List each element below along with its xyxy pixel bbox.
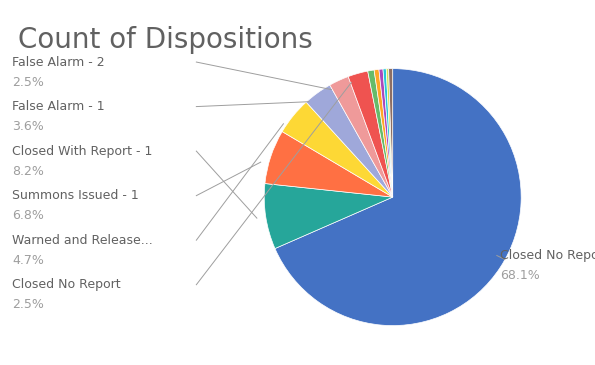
Wedge shape: [374, 69, 393, 197]
Wedge shape: [264, 184, 393, 249]
Text: 3.6%: 3.6%: [12, 120, 43, 133]
Wedge shape: [265, 131, 393, 197]
Wedge shape: [383, 69, 393, 197]
Text: 8.2%: 8.2%: [12, 165, 44, 178]
Text: False Alarm - 2: False Alarm - 2: [12, 55, 105, 69]
Text: False Alarm - 1: False Alarm - 1: [12, 100, 105, 113]
Wedge shape: [348, 71, 393, 197]
Wedge shape: [368, 70, 393, 197]
Wedge shape: [282, 102, 393, 197]
Text: Closed With Report - 1: Closed With Report - 1: [12, 145, 152, 158]
Wedge shape: [275, 69, 521, 326]
Text: 68.1%: 68.1%: [500, 269, 540, 282]
Text: Warned and Release...: Warned and Release...: [12, 234, 153, 247]
Text: Count of Dispositions: Count of Dispositions: [18, 26, 312, 54]
Wedge shape: [330, 77, 393, 197]
Wedge shape: [379, 69, 393, 197]
Text: Closed No Report: Closed No Report: [500, 249, 595, 262]
Text: 6.8%: 6.8%: [12, 209, 44, 222]
Wedge shape: [386, 69, 393, 197]
Text: 4.7%: 4.7%: [12, 254, 44, 267]
Wedge shape: [306, 85, 393, 197]
Text: Summons Issued - 1: Summons Issued - 1: [12, 189, 139, 202]
Wedge shape: [389, 69, 393, 197]
Text: Closed No Report: Closed No Report: [12, 278, 121, 291]
Text: 2.5%: 2.5%: [12, 298, 44, 311]
Text: 2.5%: 2.5%: [12, 76, 44, 89]
